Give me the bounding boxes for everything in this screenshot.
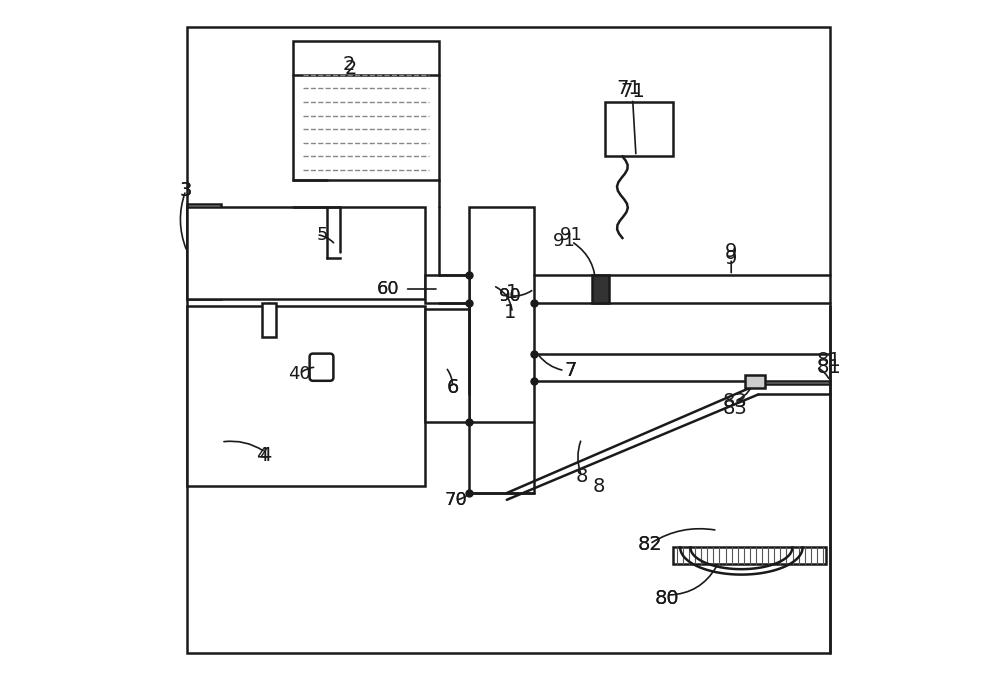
Text: 4: 4: [259, 446, 272, 465]
Text: 40: 40: [288, 365, 311, 383]
Text: 80: 80: [654, 589, 679, 608]
Text: 83: 83: [722, 398, 747, 418]
FancyBboxPatch shape: [293, 41, 439, 180]
FancyBboxPatch shape: [187, 306, 425, 486]
Text: 1: 1: [504, 303, 516, 322]
Text: 3: 3: [180, 181, 192, 200]
Text: 80: 80: [654, 589, 679, 608]
FancyBboxPatch shape: [605, 102, 673, 156]
FancyBboxPatch shape: [469, 207, 534, 493]
Text: 9: 9: [725, 249, 737, 268]
FancyBboxPatch shape: [187, 207, 425, 299]
FancyBboxPatch shape: [745, 375, 765, 388]
Text: 1: 1: [506, 283, 518, 302]
Text: 8: 8: [575, 466, 588, 486]
Text: 70: 70: [444, 491, 467, 509]
Text: 81: 81: [816, 358, 841, 377]
FancyBboxPatch shape: [425, 309, 469, 422]
Text: 82: 82: [637, 534, 662, 554]
Text: 6: 6: [446, 378, 459, 397]
Text: 2: 2: [344, 58, 357, 78]
Text: 9: 9: [725, 242, 737, 261]
Text: 8: 8: [592, 477, 605, 496]
FancyBboxPatch shape: [310, 354, 333, 381]
Text: 91: 91: [560, 226, 583, 243]
FancyBboxPatch shape: [187, 27, 830, 653]
Text: 7: 7: [565, 361, 577, 380]
Text: 81: 81: [816, 351, 841, 370]
Text: 90: 90: [499, 287, 522, 305]
FancyBboxPatch shape: [187, 204, 221, 299]
Text: 90: 90: [499, 287, 522, 305]
FancyBboxPatch shape: [673, 547, 826, 564]
FancyBboxPatch shape: [592, 275, 609, 303]
Text: 60: 60: [376, 280, 399, 298]
Text: 82: 82: [637, 534, 662, 554]
FancyBboxPatch shape: [262, 303, 276, 337]
Text: 3: 3: [180, 181, 192, 200]
Text: 4: 4: [256, 446, 268, 465]
Text: 91: 91: [553, 233, 576, 250]
Text: 83: 83: [722, 392, 747, 411]
Text: 60: 60: [376, 280, 399, 298]
Text: 71: 71: [620, 82, 645, 101]
FancyBboxPatch shape: [425, 275, 469, 303]
Text: 7: 7: [565, 361, 577, 380]
Text: 6: 6: [446, 378, 459, 397]
Text: 5: 5: [316, 226, 328, 243]
Text: 70: 70: [444, 491, 467, 509]
Text: 71: 71: [617, 79, 642, 98]
Text: 2: 2: [343, 55, 355, 74]
